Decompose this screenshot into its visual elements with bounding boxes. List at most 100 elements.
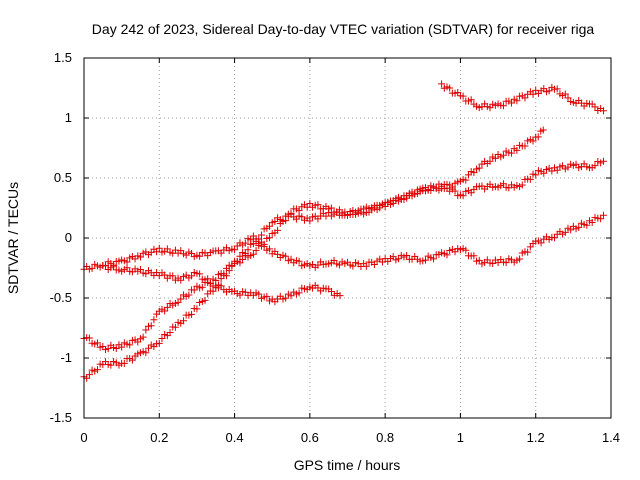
data-point <box>177 276 185 284</box>
data-point <box>171 323 179 331</box>
data-point <box>282 294 290 302</box>
data-point <box>241 239 249 247</box>
data-point <box>306 200 314 208</box>
data-point <box>177 295 185 303</box>
data-point <box>599 211 607 219</box>
data-point <box>263 292 271 300</box>
data-point <box>432 184 440 192</box>
data-point <box>532 171 540 179</box>
data-point <box>561 228 569 236</box>
data-point <box>190 286 198 294</box>
data-point <box>88 264 96 272</box>
data-point <box>411 190 419 198</box>
x-tick-label: 1.4 <box>602 430 620 445</box>
data-point <box>459 192 467 200</box>
data-point <box>147 322 155 330</box>
data-point <box>430 255 438 263</box>
data-point <box>599 157 607 165</box>
data-point <box>499 102 507 110</box>
data-point <box>575 223 583 231</box>
y-tick-label: 0.5 <box>54 170 72 185</box>
data-point <box>516 255 524 263</box>
data-point <box>539 126 547 134</box>
data-point <box>349 262 357 270</box>
data-point <box>583 221 591 229</box>
data-point <box>597 215 605 223</box>
data-point <box>212 277 220 285</box>
data-point <box>440 180 448 188</box>
data-point <box>561 90 569 98</box>
data-point <box>446 84 454 92</box>
data-point <box>266 222 274 230</box>
data-point <box>282 252 290 260</box>
data-point <box>155 339 163 347</box>
data-point <box>85 334 93 342</box>
data-point <box>166 329 174 337</box>
data-point <box>295 257 303 265</box>
data-point <box>513 146 521 154</box>
data-point <box>400 195 408 203</box>
data-point <box>526 175 534 183</box>
data-point <box>169 272 177 280</box>
data-point <box>193 305 201 313</box>
data-point <box>236 252 244 260</box>
data-point <box>438 80 446 88</box>
data-point <box>486 157 494 165</box>
data-point <box>362 262 370 270</box>
data-point <box>462 176 470 184</box>
data-point <box>545 87 553 95</box>
data-point <box>252 246 260 254</box>
data-point <box>502 259 510 267</box>
x-tick-label: 0.4 <box>226 430 244 445</box>
y-tick-label: 0 <box>65 230 72 245</box>
data-point <box>102 262 110 270</box>
data-point <box>249 250 257 258</box>
data-point <box>475 164 483 172</box>
series-4 <box>99 262 344 306</box>
data-point <box>196 252 204 260</box>
data-point <box>217 282 225 290</box>
y-tick-label: -0.5 <box>50 290 72 305</box>
data-point <box>139 333 147 341</box>
data-point <box>93 366 101 374</box>
data-point <box>123 264 131 272</box>
chart-title: Day 242 of 2023, Sidereal Day-to-day VTE… <box>92 21 595 37</box>
data-point <box>163 303 171 311</box>
data-point <box>499 151 507 159</box>
data-point <box>120 359 128 367</box>
data-point <box>462 246 470 254</box>
data-point <box>287 292 295 300</box>
data-point <box>198 283 206 291</box>
data-point <box>112 345 120 353</box>
data-point <box>518 181 526 189</box>
data-point <box>228 262 236 270</box>
data-point <box>567 226 575 234</box>
data-point <box>249 240 257 248</box>
data-point <box>255 235 263 243</box>
x-tick-label: 1.2 <box>527 430 545 445</box>
data-point <box>107 361 115 369</box>
data-point <box>158 334 166 342</box>
data-point <box>486 104 494 112</box>
y-tick-label: -1.5 <box>50 410 72 425</box>
data-point <box>424 185 432 193</box>
data-point <box>266 245 274 253</box>
data-point <box>443 251 451 259</box>
data-point <box>220 270 228 278</box>
data-point <box>508 149 516 157</box>
data-point <box>298 213 306 221</box>
data-point <box>591 103 599 111</box>
data-point <box>599 107 607 115</box>
data-point <box>150 316 158 324</box>
data-point <box>564 94 572 102</box>
plot-frame <box>83 57 612 419</box>
x-tick-label: 0.6 <box>301 430 319 445</box>
data-point <box>295 289 303 297</box>
data-point <box>161 307 169 315</box>
data-point <box>524 248 532 256</box>
data-point <box>553 85 561 93</box>
data-point <box>126 341 134 349</box>
y-tick-label: 1 <box>65 110 72 125</box>
x-tick-label: 0.2 <box>150 430 168 445</box>
